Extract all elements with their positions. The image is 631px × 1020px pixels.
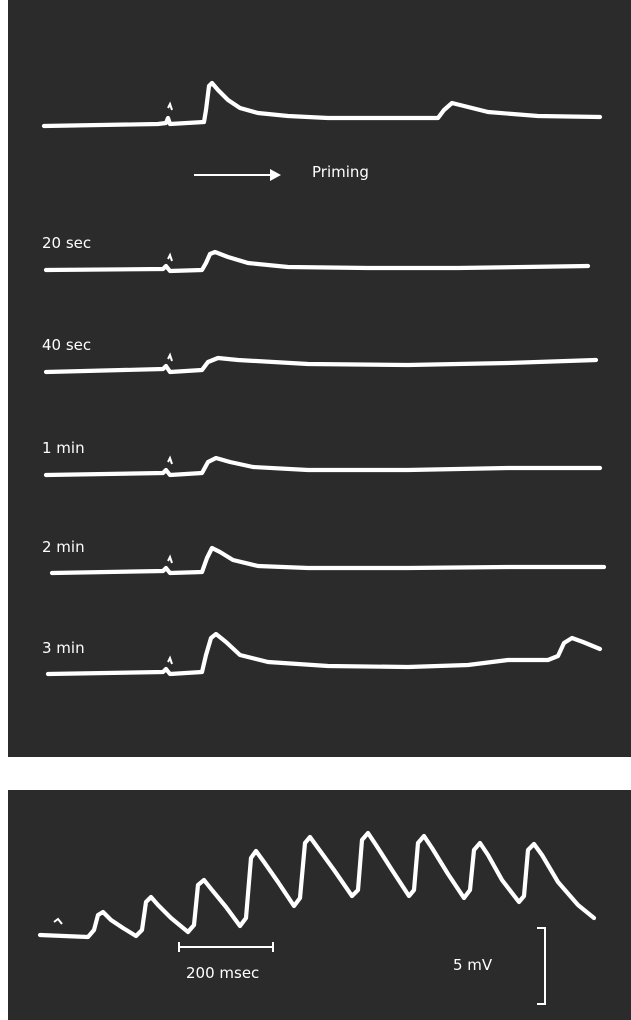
trace-repetitive bbox=[37, 830, 597, 940]
stimulus-artifact-1min bbox=[167, 455, 173, 465]
voltage-scalebar-label: 5 mV bbox=[453, 956, 493, 974]
time-scalebar-label: 200 msec bbox=[186, 964, 259, 982]
trace-panel-top: Priming 20 sec 40 sec 1 min 2 min 3 min bbox=[8, 0, 631, 757]
trace-main bbox=[41, 80, 603, 129]
trace-20-sec bbox=[43, 249, 591, 274]
label-40-sec: 40 sec bbox=[42, 336, 91, 354]
stimulus-artifact-main bbox=[167, 101, 173, 111]
label-20-sec: 20 sec bbox=[42, 234, 91, 252]
label-2-min: 2 min bbox=[42, 538, 85, 556]
trace-2-min bbox=[49, 545, 607, 576]
trace-plot-bottom: 200 msec 5 mV bbox=[37, 830, 597, 1005]
trace-40-sec bbox=[43, 355, 599, 375]
arrow-head-icon bbox=[270, 169, 281, 181]
stimulus-artifact-train bbox=[53, 917, 63, 925]
label-1-min: 1 min bbox=[42, 439, 85, 457]
trace-plot-top: Priming 20 sec 40 sec 1 min 2 min 3 min bbox=[41, 80, 607, 677]
stimulus-artifact-40 bbox=[167, 352, 173, 362]
stimulus-artifact-3min bbox=[167, 655, 173, 665]
label-3-min: 3 min bbox=[42, 639, 85, 657]
stimulus-artifact-2min bbox=[167, 554, 173, 564]
voltage-scalebar bbox=[537, 927, 546, 1005]
trace-panel-bottom: 200 msec 5 mV bbox=[8, 790, 631, 1020]
trace-3-min bbox=[45, 631, 603, 677]
priming-label: Priming bbox=[312, 163, 369, 181]
trace-1-min bbox=[43, 455, 603, 478]
stimulus-artifact-20 bbox=[167, 252, 173, 262]
